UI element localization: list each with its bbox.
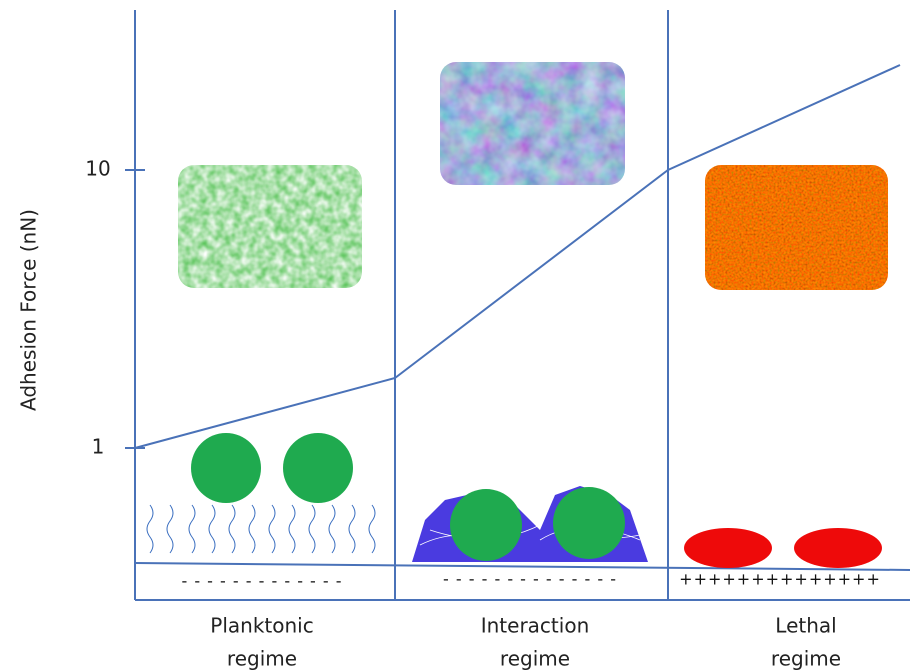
micrograph <box>705 165 888 290</box>
tick-label: 10 <box>85 157 110 181</box>
regime-label: regime <box>771 647 841 671</box>
bacterium <box>553 487 625 559</box>
polymer-brush <box>146 504 376 554</box>
regime-label: Interaction <box>481 614 590 638</box>
bacterium <box>191 433 261 503</box>
axis-label: Adhesion Force (nN) <box>17 209 41 411</box>
tick-label: 1 <box>92 435 105 459</box>
regime-label: Lethal <box>775 614 836 638</box>
regime-label: regime <box>227 647 297 671</box>
micrograph <box>440 62 625 185</box>
trend-line <box>134 64 901 449</box>
dead-bacterium <box>684 528 772 568</box>
dead-bacterium <box>794 528 882 568</box>
bacterium <box>283 433 353 503</box>
surface-charge: ++++++++++++++ <box>679 570 881 589</box>
surface-charge: - - - - - - - - - - - - - <box>181 572 342 591</box>
micrograph <box>178 165 362 288</box>
surface-charge: - - - - - - - - - - - - - - <box>443 570 617 589</box>
regime-label: regime <box>500 647 570 671</box>
substrate <box>134 562 911 571</box>
bacterium <box>450 489 522 561</box>
regime-label: Planktonic <box>210 614 313 638</box>
